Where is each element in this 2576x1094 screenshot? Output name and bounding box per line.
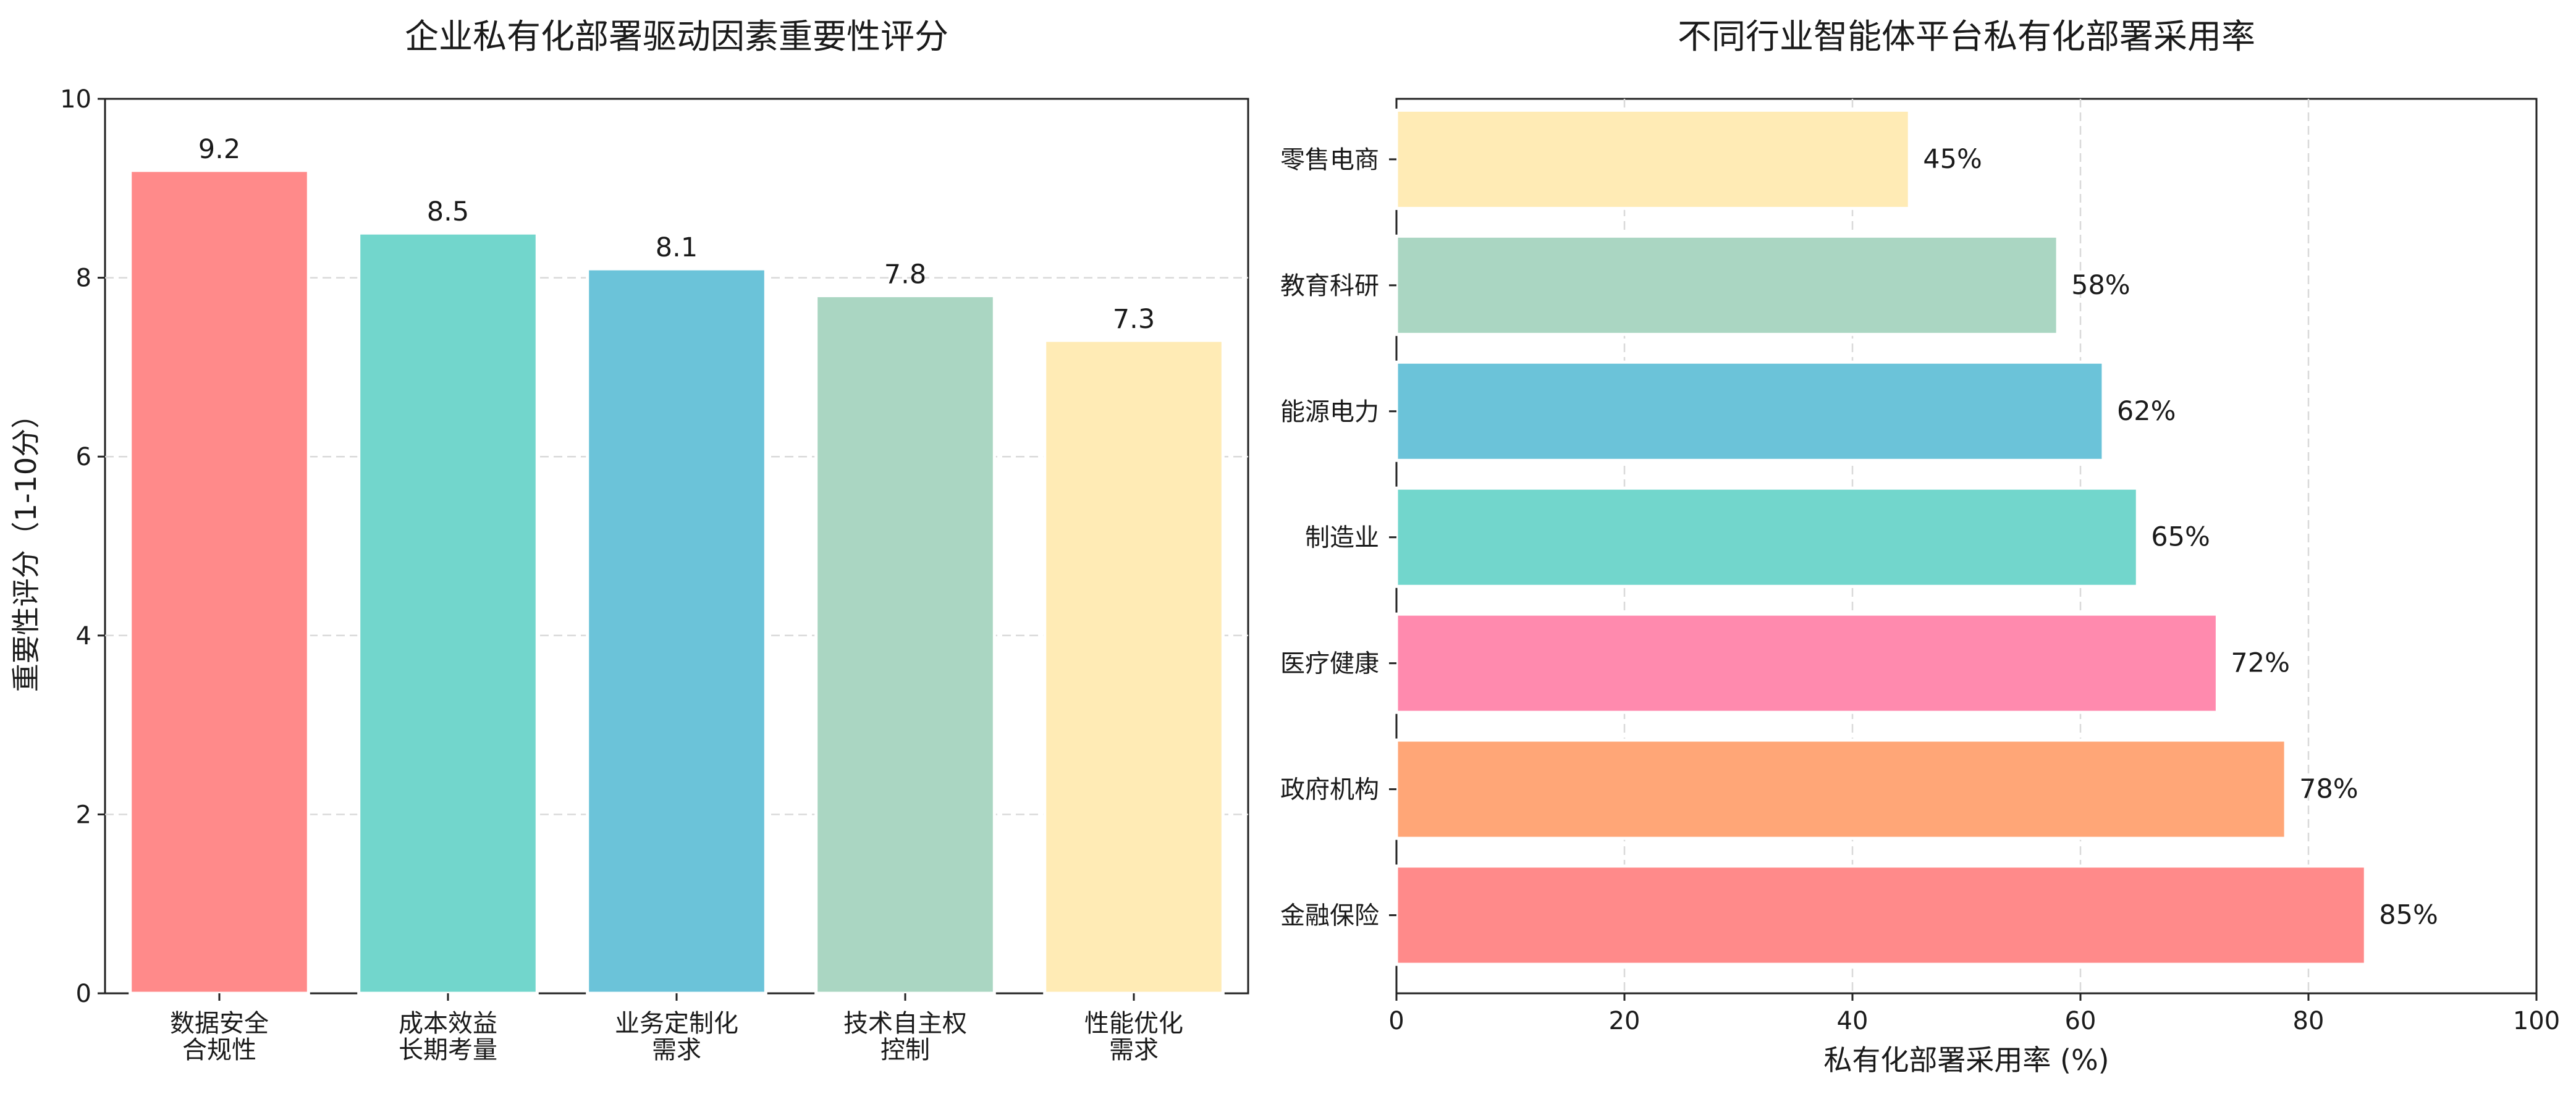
y-tick-label: 政府机构 bbox=[1280, 776, 1379, 804]
x-tick-label: 数据安全 bbox=[170, 1009, 269, 1038]
bar bbox=[1395, 486, 2139, 588]
x-tick-label: 成本效益 bbox=[399, 1009, 497, 1038]
y-tick-label: 制造业 bbox=[1305, 524, 1379, 552]
x-tick-label: 80 bbox=[2293, 1007, 2325, 1035]
value-label: 65% bbox=[2151, 522, 2210, 553]
value-label: 62% bbox=[2117, 396, 2176, 427]
value-label: 78% bbox=[2299, 774, 2359, 805]
left-chart-title: 企业私有化部署驱动因素重要性评分 bbox=[405, 17, 948, 56]
x-tick-label: 20 bbox=[1609, 1007, 1641, 1035]
right-value-labels: 85% 78% 72% 65% 62% 58% 45% bbox=[1923, 144, 2438, 931]
left-y-axis-label: 重要性评分（1-10分） bbox=[9, 400, 43, 692]
x-tick-label: 60 bbox=[2065, 1007, 2097, 1035]
x-tick-label: 业务定制化 bbox=[615, 1009, 738, 1038]
x-tick-label: 性能优化 bbox=[1084, 1009, 1183, 1038]
right-x-axis-label: 私有化部署采用率 (%) bbox=[1823, 1043, 2109, 1077]
y-tick-label: 医疗健康 bbox=[1280, 650, 1379, 678]
y-tick-label: 4 bbox=[76, 622, 91, 650]
value-label: 58% bbox=[2071, 270, 2130, 301]
x-tick-label: 0 bbox=[1388, 1007, 1404, 1035]
x-tick-label: 需求 bbox=[652, 1036, 701, 1064]
x-tick-label: 需求 bbox=[1109, 1036, 1159, 1064]
y-tick-label: 10 bbox=[60, 85, 91, 114]
x-tick-label: 技术自主权 bbox=[843, 1009, 967, 1038]
bar bbox=[1395, 360, 2105, 462]
right-bars bbox=[1395, 108, 2367, 966]
left-value-labels: 9.2 8.5 8.1 7.8 7.3 bbox=[198, 134, 1155, 335]
y-tick-label: 金融保险 bbox=[1280, 902, 1379, 930]
bar bbox=[814, 294, 996, 995]
y-tick-label: 能源电力 bbox=[1280, 398, 1379, 426]
x-tick-label: 长期考量 bbox=[399, 1036, 497, 1064]
value-label: 9.2 bbox=[198, 134, 240, 165]
bar bbox=[586, 267, 767, 995]
right-chart-title: 不同行业智能体平台私有化部署采用率 bbox=[1678, 17, 2255, 56]
value-label: 72% bbox=[2231, 648, 2290, 679]
bar bbox=[1395, 234, 2059, 336]
bar bbox=[1395, 738, 2287, 840]
bar bbox=[1395, 108, 1911, 210]
x-tick-label: 合规性 bbox=[182, 1036, 256, 1064]
value-label: 8.1 bbox=[656, 232, 698, 263]
value-label: 45% bbox=[1923, 144, 1982, 175]
x-tick-label: 100 bbox=[2513, 1007, 2560, 1035]
y-tick-label: 6 bbox=[76, 443, 91, 471]
left-bars bbox=[129, 169, 1225, 995]
adoption-barh-chart: 0 20 40 60 80 100 金融保险 政府机构 医疗健康 制造业 能源电力 教育科研 零售电商… bbox=[1280, 17, 2560, 1077]
y-tick-label: 8 bbox=[76, 264, 91, 293]
bar bbox=[1395, 612, 2219, 714]
y-tick-label: 教育科研 bbox=[1280, 272, 1379, 300]
value-label: 8.5 bbox=[427, 196, 469, 227]
value-label: 7.8 bbox=[884, 259, 926, 290]
value-label: 85% bbox=[2379, 900, 2438, 931]
bar bbox=[129, 169, 310, 995]
left-y-ticks: 0 2 4 6 8 10 bbox=[60, 85, 105, 1008]
value-label: 7.3 bbox=[1113, 304, 1155, 335]
y-tick-label: 零售电商 bbox=[1280, 146, 1379, 174]
right-x-ticks: 0 20 40 60 80 100 bbox=[1388, 993, 2560, 1035]
bar bbox=[357, 231, 539, 995]
y-tick-label: 2 bbox=[76, 801, 91, 829]
bar bbox=[1395, 864, 2367, 966]
x-tick-label: 控制 bbox=[880, 1036, 930, 1064]
bar bbox=[1043, 339, 1225, 995]
right-category-labels: 金融保险 政府机构 医疗健康 制造业 能源电力 教育科研 零售电商 bbox=[1280, 146, 1396, 930]
x-tick-label: 40 bbox=[1837, 1007, 1869, 1035]
y-tick-label: 0 bbox=[76, 980, 91, 1008]
